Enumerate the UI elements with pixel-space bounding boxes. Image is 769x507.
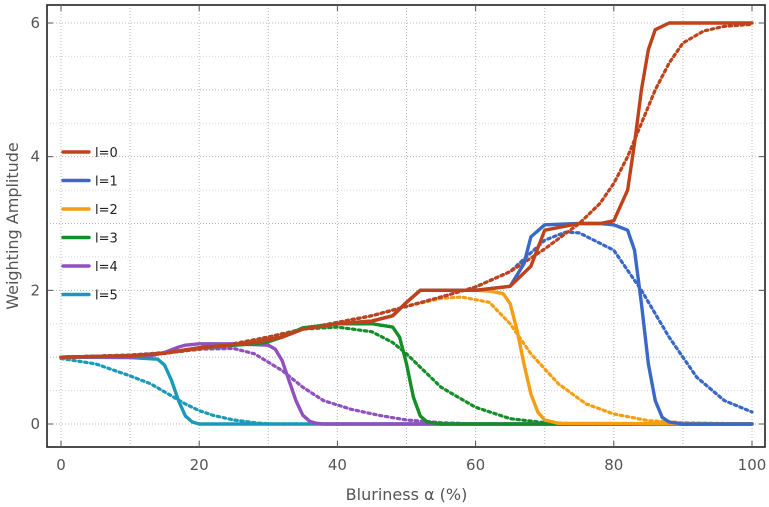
x-tick-label: 60	[466, 456, 485, 474]
plot-area	[59, 21, 754, 426]
x-tick-label: 0	[56, 456, 66, 474]
legend-label-l2: l=2	[95, 203, 118, 218]
grid	[47, 5, 765, 447]
y-tick-label: 2	[30, 281, 40, 299]
legend-label-l4: l=4	[95, 260, 118, 275]
plot-frame	[46, 4, 766, 448]
series-l0-solid-line	[59, 21, 754, 359]
series-l5-solid-line	[59, 355, 754, 426]
x-tick-label: 40	[328, 456, 347, 474]
x-tick-label: 100	[738, 456, 767, 474]
tick-labels: 0 20 40 60 80 100 0 2 4 6	[30, 14, 766, 474]
y-tick-label: 0	[30, 415, 40, 433]
legend-label-l0: l=0	[95, 146, 118, 161]
x-tick-label: 20	[190, 456, 209, 474]
axes	[46, 4, 766, 448]
legend-label-l1: l=1	[95, 175, 118, 190]
y-tick-label: 4	[30, 148, 40, 166]
series-l1-dotted-line	[59, 230, 754, 414]
legend-label-l5: l=5	[95, 289, 118, 304]
y-axis-label: Weighting Amplitude	[3, 142, 22, 310]
y-tick-label: 6	[30, 14, 40, 32]
x-tick-label: 80	[604, 456, 623, 474]
legend-label-l3: l=3	[95, 232, 118, 247]
x-axis-label: Bluriness α (%)	[346, 485, 468, 504]
legend: l=0 l=1 l=2 l=3 l=4 l=5	[61, 146, 118, 304]
